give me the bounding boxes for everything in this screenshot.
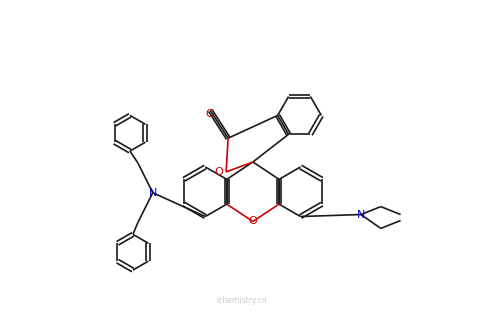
Text: O: O bbox=[205, 109, 213, 120]
Text: ichemistry.cn: ichemistry.cn bbox=[217, 296, 267, 305]
Text: O: O bbox=[214, 167, 223, 177]
Text: N: N bbox=[149, 188, 157, 198]
Text: N: N bbox=[357, 210, 365, 220]
Text: O: O bbox=[248, 216, 257, 226]
